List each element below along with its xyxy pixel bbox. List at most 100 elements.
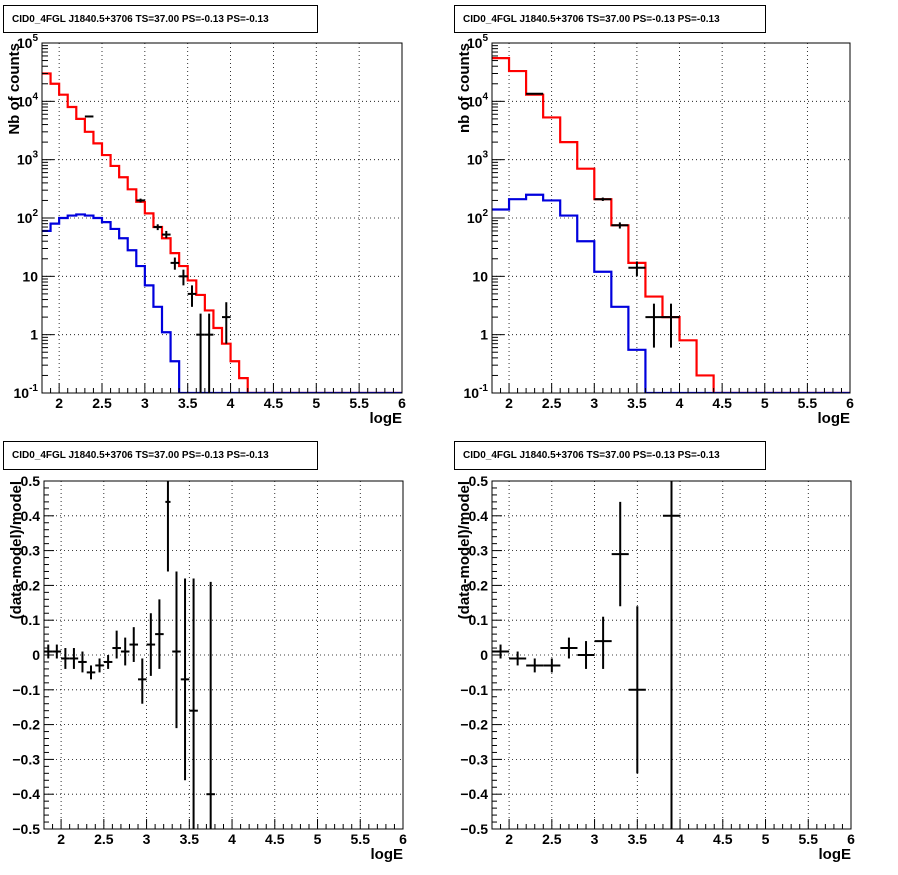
x-tick-label: 4.5 xyxy=(712,395,732,411)
x-tick-label: 6 xyxy=(398,395,406,411)
x-tick-label: 5.5 xyxy=(798,395,818,411)
y-tick-label: 104 xyxy=(17,91,39,109)
axes: 2 2.5 3 3.5 4 4.5 5 5.5 6 −0.5 −0.4 −0.3 −0.2 −0.1 0 0.… xyxy=(12,473,407,847)
chart-counts-right: 2 2.5 3 3.5 4 4.5 5 5.5 6 10-1 1 10 102 103 104 105 logE… xyxy=(456,33,855,427)
data-point xyxy=(44,644,53,659)
y-tick-label: −0.5 xyxy=(12,821,40,837)
x-tick-label: 3.5 xyxy=(180,831,200,847)
y-tick-label: 0 xyxy=(480,647,488,663)
data-point xyxy=(129,627,139,662)
y-tick-label: 0.5 xyxy=(469,473,489,489)
x-tick-label: 5.5 xyxy=(349,395,369,411)
y-axis-label: Nb of counts xyxy=(6,43,23,135)
y-tick-label: 0 xyxy=(32,647,40,663)
x-tick-label: 4 xyxy=(228,831,236,847)
y-tick-label: 10 xyxy=(472,268,488,284)
data-point xyxy=(136,198,145,203)
x-tick-label: 2 xyxy=(505,831,513,847)
data-point xyxy=(78,651,87,673)
x-tick-label: 5.5 xyxy=(351,831,371,847)
x-tick-label: 2.5 xyxy=(542,831,562,847)
x-tick-label: 4 xyxy=(227,395,235,411)
x-tick-label: 6 xyxy=(846,395,854,411)
y-axis-label: nb of counts xyxy=(456,43,473,133)
data-point xyxy=(112,630,121,659)
pad-counts-right: 2 2.5 3 3.5 4 4.5 5 5.5 6 10-1 1 10 102 103 104 105 logE… xyxy=(449,0,898,438)
x-tick-label: 2.5 xyxy=(92,395,112,411)
data-point xyxy=(594,616,612,669)
pad-residuals-left: 2 2.5 3 3.5 4 4.5 5 5.5 6 −0.5 −0.4 −0.3 −0.2 −0.1 0 0.… xyxy=(0,438,449,875)
data-point xyxy=(153,224,162,231)
x-axis-label: logE xyxy=(370,410,403,427)
y-tick-label: 0.1 xyxy=(21,612,41,628)
grid xyxy=(44,481,403,829)
data-point xyxy=(196,313,205,393)
y-tick-label: 10 xyxy=(22,268,38,284)
data-point xyxy=(645,303,663,348)
chart-residuals-right: 2 2.5 3 3.5 4 4.5 5 5.5 6 −0.5 −0.4 −0.3 −0.2 −0.1 0 0.… xyxy=(456,473,855,863)
data-point xyxy=(628,606,646,774)
data-point xyxy=(84,115,94,118)
data-point xyxy=(611,222,629,229)
data-point xyxy=(103,655,113,669)
x-tick-label: 4.5 xyxy=(265,831,285,847)
x-tick-label: 3.5 xyxy=(628,831,648,847)
data-point xyxy=(179,269,188,286)
x-tick-label: 3 xyxy=(591,831,599,847)
chart-title: CID0_4FGL J1840.5+3706 TS=37.00 PS=-0.13… xyxy=(3,5,318,33)
x-tick-label: 2.5 xyxy=(542,395,562,411)
data-point xyxy=(69,648,79,669)
x-tick-label: 6 xyxy=(399,831,407,847)
data-point xyxy=(61,648,70,669)
histogram-series-0 xyxy=(492,57,850,393)
x-tick-label: 3.5 xyxy=(178,395,198,411)
y-tick-label: −0.2 xyxy=(460,717,488,733)
y-tick-label: −0.1 xyxy=(12,682,40,698)
y-tick-label: 10-1 xyxy=(464,383,489,401)
data-point xyxy=(526,92,544,95)
axes: 2 2.5 3 3.5 4 4.5 5 5.5 6 10-1 1 10 102 103 104 105 xyxy=(464,33,855,411)
chart-counts-left: 2 2.5 3 3.5 4 4.5 5 5.5 6 10-1 1 10 102 103 104 105 logE… xyxy=(6,33,407,427)
x-axis-label: logE xyxy=(371,846,404,863)
axes: 2 2.5 3 3.5 4 4.5 5 5.5 6 −0.5 −0.4 −0.3 −0.2 −0.1 0 0.… xyxy=(460,473,855,847)
y-tick-label: 103 xyxy=(467,150,489,168)
y-tick-label: 0.1 xyxy=(469,612,489,628)
x-tick-label: 5 xyxy=(762,831,770,847)
y-tick-label: −0.5 xyxy=(460,821,488,837)
data-point xyxy=(95,658,104,673)
data-point xyxy=(172,571,181,729)
plot-frame xyxy=(43,480,404,830)
histogram-series-0 xyxy=(42,72,402,393)
y-tick-label: 0.3 xyxy=(21,543,41,559)
data-point xyxy=(222,302,231,344)
data-point xyxy=(189,578,198,829)
data-points xyxy=(526,92,680,348)
x-tick-label: 4.5 xyxy=(264,395,284,411)
x-tick-label: 2.5 xyxy=(94,831,114,847)
y-tick-label: −0.2 xyxy=(12,717,40,733)
y-tick-label: −0.4 xyxy=(12,786,40,802)
x-tick-label: 3 xyxy=(143,831,151,847)
data-point xyxy=(170,257,180,270)
data-points xyxy=(44,481,215,829)
data-point xyxy=(162,230,171,239)
data-point xyxy=(543,658,561,673)
y-axis-label: (data-model)/model xyxy=(456,481,473,619)
y-tick-label: 0.2 xyxy=(469,577,489,593)
data-point xyxy=(187,285,197,307)
chart-title: CID0_4FGL J1840.5+3706 TS=37.00 PS=-0.13… xyxy=(3,441,318,470)
axes: 2 2.5 3 3.5 4 4.5 5 5.5 6 10-1 1 10 102 103 104 105 xyxy=(14,33,407,411)
data-point xyxy=(611,501,629,607)
y-tick-label: 104 xyxy=(467,91,489,109)
x-tick-label: 5.5 xyxy=(799,831,819,847)
data-point xyxy=(594,197,612,201)
y-tick-label: 0.4 xyxy=(21,508,41,524)
y-tick-label: 102 xyxy=(467,208,489,226)
histogram-series-1 xyxy=(492,193,850,393)
data-point xyxy=(526,658,544,673)
x-tick-label: 2 xyxy=(55,395,63,411)
x-tick-label: 5 xyxy=(314,831,322,847)
x-tick-label: 4 xyxy=(676,831,684,847)
data-point xyxy=(206,581,215,829)
histogram-series-1 xyxy=(42,213,402,393)
